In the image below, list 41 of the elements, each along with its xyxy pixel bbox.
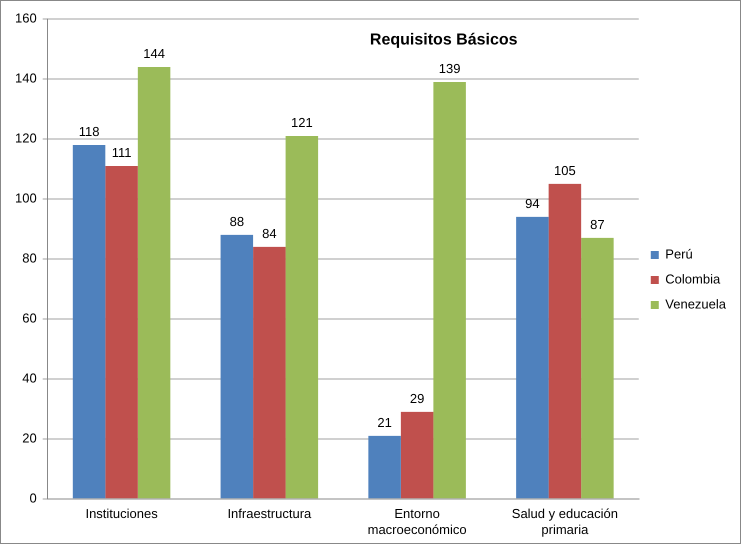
data-label: 94	[525, 196, 540, 211]
bar	[581, 238, 614, 498]
y-tick-label: 80	[22, 250, 37, 266]
y-tick-label: 20	[22, 430, 37, 446]
bar	[138, 66, 170, 498]
data-label: 29	[410, 390, 424, 406]
legend-label: Perú	[665, 246, 693, 262]
bar	[516, 216, 549, 498]
y-tick-label: 0	[29, 490, 37, 506]
data-label: 139	[438, 61, 460, 76]
y-tick-label: 60	[22, 310, 37, 326]
bar	[548, 184, 582, 498]
data-label: 87	[590, 216, 605, 232]
bar	[286, 136, 318, 498]
legend-label: Venezuela	[665, 296, 727, 312]
data-label: 21	[377, 414, 392, 430]
y-tick-label: 40	[22, 370, 37, 386]
bar	[400, 412, 434, 498]
x-tick-label: Instituciones	[85, 506, 158, 522]
y-tick-label: 160	[14, 10, 37, 26]
y-tick-label: 140	[14, 70, 37, 86]
data-label: 111	[112, 145, 132, 160]
data-label: 84	[262, 226, 277, 241]
bar	[72, 144, 106, 498]
data-label: 118	[78, 124, 100, 140]
x-tick-label: Infraestructura	[227, 506, 312, 522]
data-label: 121	[291, 115, 313, 130]
data-label: 88	[230, 214, 244, 229]
y-tick-label: 120	[14, 130, 37, 146]
text: Requisitos Básicos	[370, 31, 518, 48]
data-label: 144	[143, 46, 165, 62]
data-label: 105	[554, 163, 576, 178]
x-tick-label: Salud y educación primaria	[512, 506, 618, 537]
bar	[220, 234, 254, 498]
bar	[368, 436, 401, 498]
bar	[105, 166, 138, 498]
y-tick-label: 100	[14, 190, 37, 206]
bar	[433, 82, 466, 498]
x-tick-label: Entorno macroeconómico	[368, 506, 467, 537]
bar	[253, 246, 286, 498]
legend-label: Colombia	[665, 272, 721, 287]
